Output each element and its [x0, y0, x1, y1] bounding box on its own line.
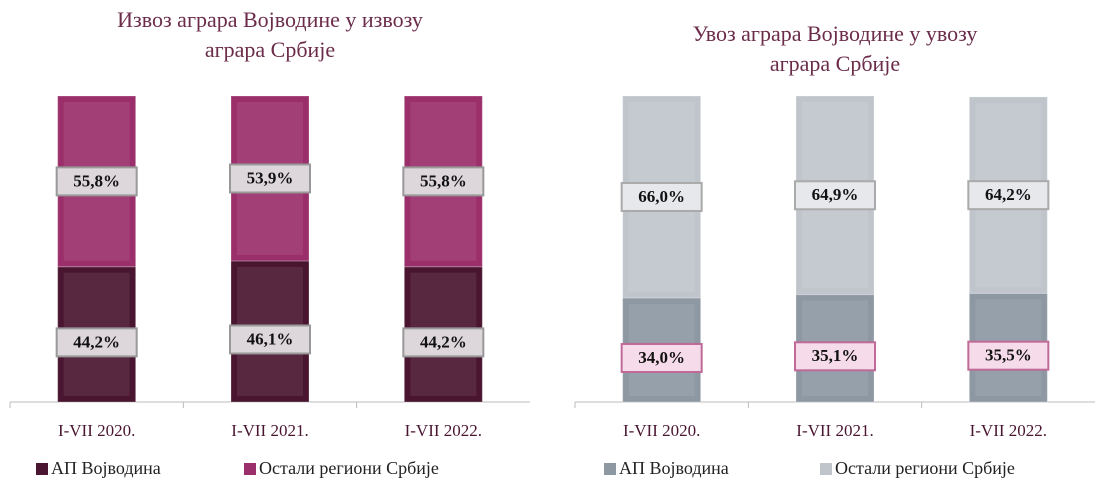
x-tick-label: I-VII 2021. — [796, 421, 873, 440]
x-tick-label: I-VII 2020. — [623, 421, 700, 440]
data-label: 35,1% — [812, 346, 859, 365]
label-box — [794, 180, 876, 211]
data-label: 35,5% — [985, 346, 1032, 365]
label-box — [620, 181, 703, 212]
x-tick-label: I-VII 2021. — [231, 421, 308, 440]
data-label: 46,1% — [247, 329, 294, 348]
chart-title: Увоз аграра Војводине у увозу аграра Срби… — [693, 21, 978, 76]
data-label: 34,0% — [638, 348, 685, 367]
x-tick-label: I-VII 2020. — [58, 421, 135, 440]
data-label: 53,9% — [247, 168, 294, 187]
label-box — [967, 340, 1050, 371]
label-box — [794, 341, 876, 372]
legend-swatch — [244, 463, 256, 475]
legend-swatch — [604, 463, 616, 475]
label-box — [620, 342, 703, 373]
x-tick-label: I-VII 2022. — [970, 421, 1047, 440]
data-label: 64,2% — [985, 185, 1032, 204]
legend-swatch — [820, 463, 832, 475]
data-label: 55,8% — [420, 171, 467, 190]
label-box — [402, 166, 485, 197]
label-box — [229, 163, 311, 194]
data-label: 66,0% — [638, 187, 685, 206]
legend-swatch — [36, 463, 48, 475]
label-box — [55, 166, 138, 197]
data-label: 44,2% — [420, 332, 467, 351]
data-label: 44,2% — [73, 332, 120, 351]
label-box — [229, 324, 311, 355]
label-box — [967, 180, 1050, 211]
legend-label: Остали региони Србије — [259, 458, 439, 478]
label-box — [402, 327, 485, 358]
legend-label: АП Војводина — [619, 458, 729, 478]
x-tick-label: I-VII 2022. — [405, 421, 482, 440]
data-label: 55,8% — [73, 171, 120, 190]
chart-title: Извоз аграра Војводине у извозу аграра Ср… — [117, 7, 423, 62]
label-box — [55, 327, 138, 358]
data-label: 64,9% — [812, 185, 859, 204]
legend-label: АП Војводина — [51, 458, 161, 478]
legend-label: Остали региони Србије — [835, 458, 1015, 478]
